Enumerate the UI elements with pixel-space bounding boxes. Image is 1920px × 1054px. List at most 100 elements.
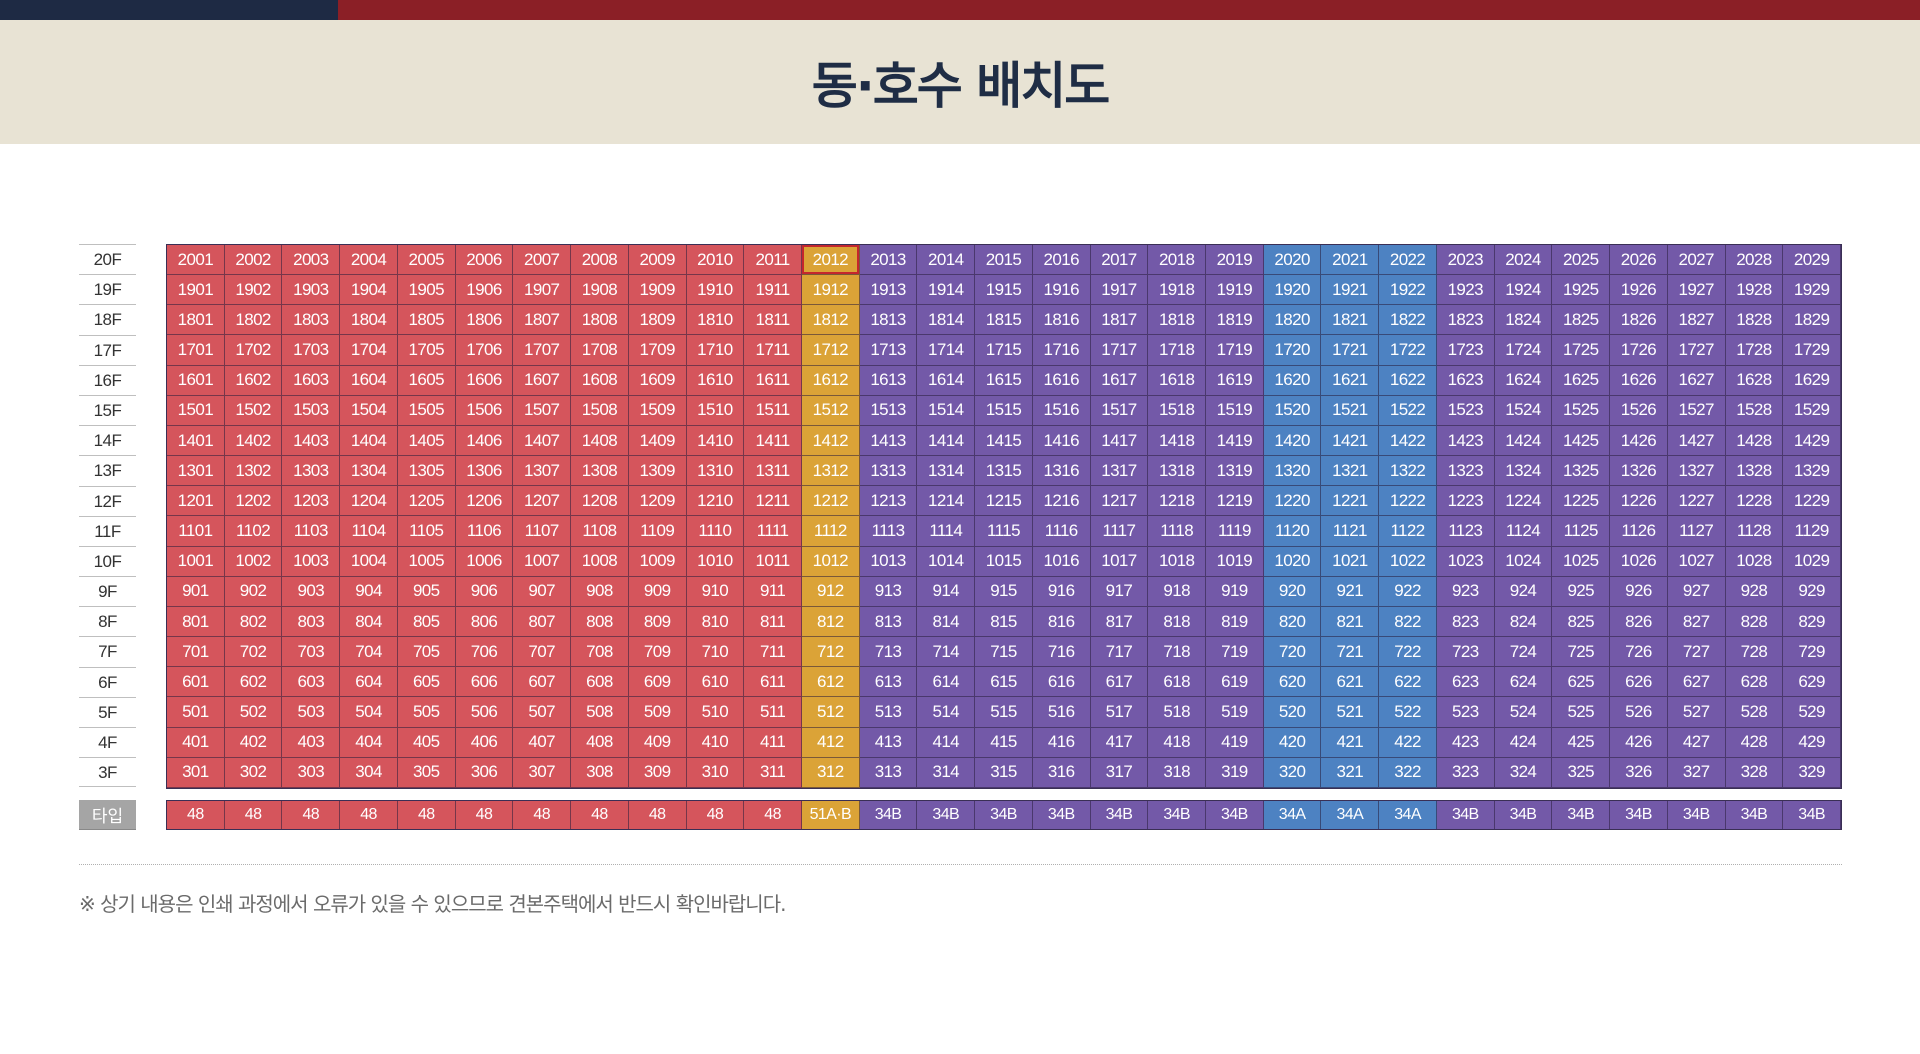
unit-cell: 1703 bbox=[282, 335, 341, 366]
unit-cell: 520 bbox=[1263, 697, 1322, 728]
unit-cell: 420 bbox=[1263, 727, 1322, 758]
unit-cell: 1827 bbox=[1667, 305, 1726, 336]
unit-cell: 1106 bbox=[455, 516, 514, 547]
unit-cell: 1520 bbox=[1263, 395, 1322, 426]
unit-cell: 1517 bbox=[1090, 395, 1149, 426]
floor-labels: 20F 19F 18F 17F 16F 15F 14F 13F 12F 11F 10F 9F 8F 7F 6… bbox=[79, 244, 136, 788]
unit-cell: 321 bbox=[1321, 757, 1380, 788]
unit-cell: 1526 bbox=[1610, 395, 1668, 426]
unit-cell: 1529 bbox=[1783, 395, 1841, 426]
floor-label: 13F bbox=[79, 455, 136, 485]
unit-cell: 1102 bbox=[224, 516, 283, 547]
unit-cell: 2007 bbox=[513, 245, 572, 276]
type-cell: 34B bbox=[1032, 801, 1091, 829]
unit-cell: 2004 bbox=[340, 245, 398, 276]
unit-cell: 1905 bbox=[397, 275, 456, 306]
unit-cell: 1522 bbox=[1379, 395, 1437, 426]
type-cell: 34A bbox=[1321, 801, 1380, 829]
unit-cell: 1615 bbox=[975, 365, 1033, 396]
unit-cell: 727 bbox=[1667, 637, 1726, 668]
unit-cell: 1907 bbox=[513, 275, 572, 306]
unit-cell: 1105 bbox=[397, 516, 456, 547]
unit-cell: 606 bbox=[455, 667, 514, 698]
unit-cell: 2011 bbox=[744, 245, 802, 276]
unit-cell: 613 bbox=[859, 667, 918, 698]
unit-cell: 1925 bbox=[1552, 275, 1611, 306]
unit-cell: 1514 bbox=[917, 395, 976, 426]
unit-cell: 1201 bbox=[167, 486, 225, 517]
unit-cell: 1728 bbox=[1725, 335, 1784, 366]
unit-cell: 601 bbox=[167, 667, 225, 698]
unit-cell: 1618 bbox=[1148, 365, 1207, 396]
unit-cell: 2029 bbox=[1783, 245, 1841, 276]
unit-cell: 1709 bbox=[628, 335, 687, 366]
unit-cell: 1311 bbox=[744, 456, 802, 487]
unit-cell: 413 bbox=[859, 727, 918, 758]
unit-cell: 2021 bbox=[1321, 245, 1380, 276]
unit-cell: 920 bbox=[1263, 576, 1322, 607]
unit-cell: 909 bbox=[628, 576, 687, 607]
unit-cell: 1225 bbox=[1552, 486, 1611, 517]
unit-cell: 1023 bbox=[1436, 546, 1495, 577]
unit-cell: 1611 bbox=[744, 365, 802, 396]
unit-cell: 927 bbox=[1667, 576, 1726, 607]
unit-cell: 1306 bbox=[455, 456, 514, 487]
top-accent-bar bbox=[0, 0, 1920, 20]
unit-cell: 1607 bbox=[513, 365, 572, 396]
unit-cell: 818 bbox=[1148, 606, 1207, 638]
unit-cell: 407 bbox=[513, 727, 572, 758]
unit-cell: 719 bbox=[1206, 637, 1264, 668]
unit-cell: 912 bbox=[801, 576, 860, 607]
unit-cell: 1208 bbox=[571, 486, 629, 517]
unit-cell: 907 bbox=[513, 576, 572, 607]
unit-cell: 1313 bbox=[859, 456, 918, 487]
unit-cell: 829 bbox=[1783, 606, 1841, 638]
unit-cell: 824 bbox=[1494, 606, 1553, 638]
unit-cell: 1206 bbox=[455, 486, 514, 517]
unit-cell: 1119 bbox=[1206, 516, 1264, 547]
unit-cell: 505 bbox=[397, 697, 456, 728]
divider bbox=[79, 864, 1842, 865]
type-cell: 34B bbox=[1610, 801, 1668, 829]
unit-cell: 720 bbox=[1263, 637, 1322, 668]
unit-cell: 508 bbox=[571, 697, 629, 728]
unit-cell: 827 bbox=[1667, 606, 1726, 638]
floor-label: 3F bbox=[79, 757, 136, 788]
unit-cell: 2008 bbox=[571, 245, 629, 276]
unit-cell: 1712 bbox=[801, 335, 860, 366]
unit-cell: 1328 bbox=[1725, 456, 1784, 487]
unit-cell: 1715 bbox=[975, 335, 1033, 366]
unit-cell: 609 bbox=[628, 667, 687, 698]
unit-cell: 1726 bbox=[1610, 335, 1668, 366]
unit-cell: 1909 bbox=[628, 275, 687, 306]
unit-cell: 414 bbox=[917, 727, 976, 758]
unit-cell: 310 bbox=[686, 757, 745, 788]
unit-cell: 706 bbox=[455, 637, 514, 668]
type-cell: 34B bbox=[1667, 801, 1726, 829]
unit-cell: 1614 bbox=[917, 365, 976, 396]
unit-cell: 1502 bbox=[224, 395, 283, 426]
footer-note: ※ 상기 내용은 인쇄 과정에서 오류가 있을 수 있으므로 견본주택에서 반드… bbox=[79, 892, 786, 916]
unit-cell: 2018 bbox=[1148, 245, 1207, 276]
unit-cell: 404 bbox=[340, 727, 398, 758]
unit-cell: 1803 bbox=[282, 305, 341, 336]
unit-cell: 1418 bbox=[1148, 425, 1207, 457]
type-cell: 48 bbox=[397, 801, 456, 829]
unit-cell: 419 bbox=[1206, 727, 1264, 758]
unit-cell: 1026 bbox=[1610, 546, 1668, 577]
type-cell: 34B bbox=[1783, 801, 1841, 829]
unit-cell: 811 bbox=[744, 606, 802, 638]
unit-cell: 1316 bbox=[1032, 456, 1091, 487]
unit-cell: 1707 bbox=[513, 335, 572, 366]
unit-cell: 925 bbox=[1552, 576, 1611, 607]
unit-cell: 1116 bbox=[1032, 516, 1091, 547]
type-cell: 48 bbox=[340, 801, 398, 829]
unit-cell: 1227 bbox=[1667, 486, 1726, 517]
floor-label: 9F bbox=[79, 576, 136, 606]
unit-cell: 1323 bbox=[1436, 456, 1495, 487]
unit-cell: 1823 bbox=[1436, 305, 1495, 336]
top-accent-bar-dark bbox=[0, 0, 338, 20]
unit-cell: 806 bbox=[455, 606, 514, 638]
unit-cell: 1501 bbox=[167, 395, 225, 426]
unit-cell: 1829 bbox=[1783, 305, 1841, 336]
